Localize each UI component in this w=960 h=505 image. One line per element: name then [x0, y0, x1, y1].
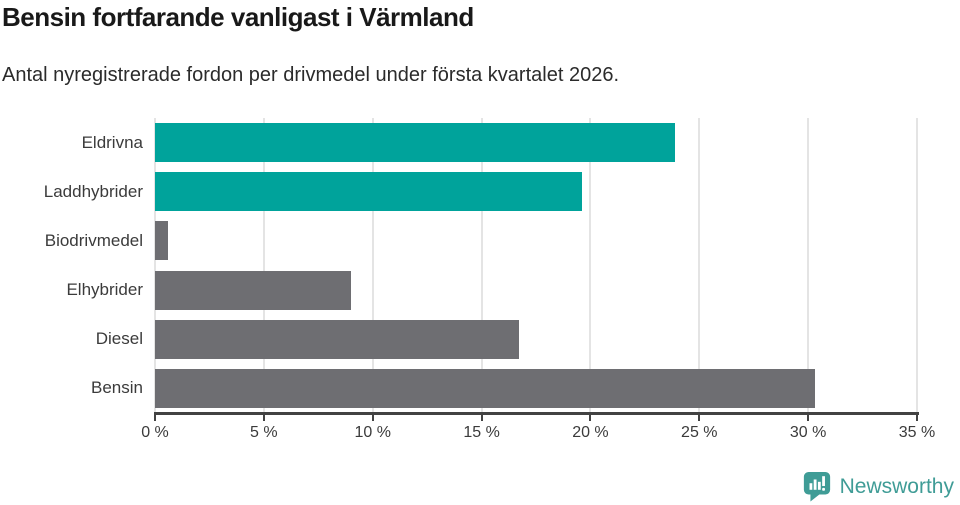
- gridline: [807, 118, 810, 413]
- bar-row: [155, 167, 917, 216]
- gridline: [480, 118, 483, 413]
- bar-biodrivmedel: [155, 221, 169, 261]
- category-label: Diesel: [95, 329, 143, 349]
- x-tick-label: 30 %: [789, 424, 827, 441]
- x-tick-mark: [480, 415, 483, 421]
- gridline: [371, 118, 374, 413]
- bar-laddhybrider: [155, 172, 582, 212]
- bar-row: [155, 118, 917, 167]
- x-axis: 0 % 5 % 10 % 15 % 20 % 25 % 30 % 35 %: [141, 412, 935, 462]
- x-tick-mark: [262, 415, 265, 421]
- x-tick-mark: [589, 415, 592, 421]
- bar-row: [155, 315, 917, 364]
- x-tick-mark: [916, 415, 918, 421]
- gridline: [154, 118, 156, 413]
- gridline: [262, 118, 265, 413]
- category-label: Biodrivmedel: [44, 230, 143, 250]
- newsworthy-logo: Newsworthy: [802, 471, 954, 502]
- x-tick-label: 10 %: [354, 424, 391, 441]
- bar-bensin: [155, 368, 815, 408]
- bar-row: [155, 216, 917, 265]
- bar-diesel: [155, 319, 519, 359]
- plot-area: [154, 118, 918, 413]
- category-label: Laddhybrider: [43, 181, 143, 201]
- x-axis-line: [154, 412, 919, 415]
- x-tick-mark: [807, 415, 810, 421]
- category-label: Elhybrider: [66, 280, 143, 300]
- x-tick-label: 0 %: [141, 424, 169, 441]
- category-axis-labels: Eldrivna Laddhybrider Biodrivmedel Elhybrid…: [0, 118, 143, 413]
- x-tick-label: 5 %: [250, 424, 278, 441]
- bar-eldrivna: [155, 123, 676, 163]
- bar-row: [155, 266, 917, 315]
- x-tick-label: 25 %: [681, 424, 718, 441]
- gridline: [698, 118, 701, 413]
- grid-layer: [154, 118, 918, 413]
- x-tick-mark: [154, 415, 156, 421]
- x-tick-mark: [371, 415, 374, 421]
- chart-title: Bensin fortfarande vanligast i Värmland: [2, 2, 474, 32]
- bars-layer: [155, 118, 917, 413]
- category-label: Eldrivna: [81, 132, 143, 152]
- x-tick-mark: [698, 415, 701, 421]
- newsworthy-icon: [803, 471, 830, 502]
- bar-row: [155, 364, 917, 413]
- x-tick-label: 35 %: [898, 424, 936, 441]
- chart-subtitle: Antal nyregistrerade fordon per drivmede…: [2, 64, 620, 86]
- category-label: Bensin: [91, 378, 143, 398]
- gridline: [589, 118, 592, 413]
- x-tick-label: 15 %: [463, 424, 500, 441]
- newsworthy-wordmark: Newsworthy: [839, 474, 954, 498]
- gridline: [916, 118, 918, 413]
- x-tick-label: 20 %: [572, 424, 609, 441]
- bar-elhybrider: [155, 270, 351, 310]
